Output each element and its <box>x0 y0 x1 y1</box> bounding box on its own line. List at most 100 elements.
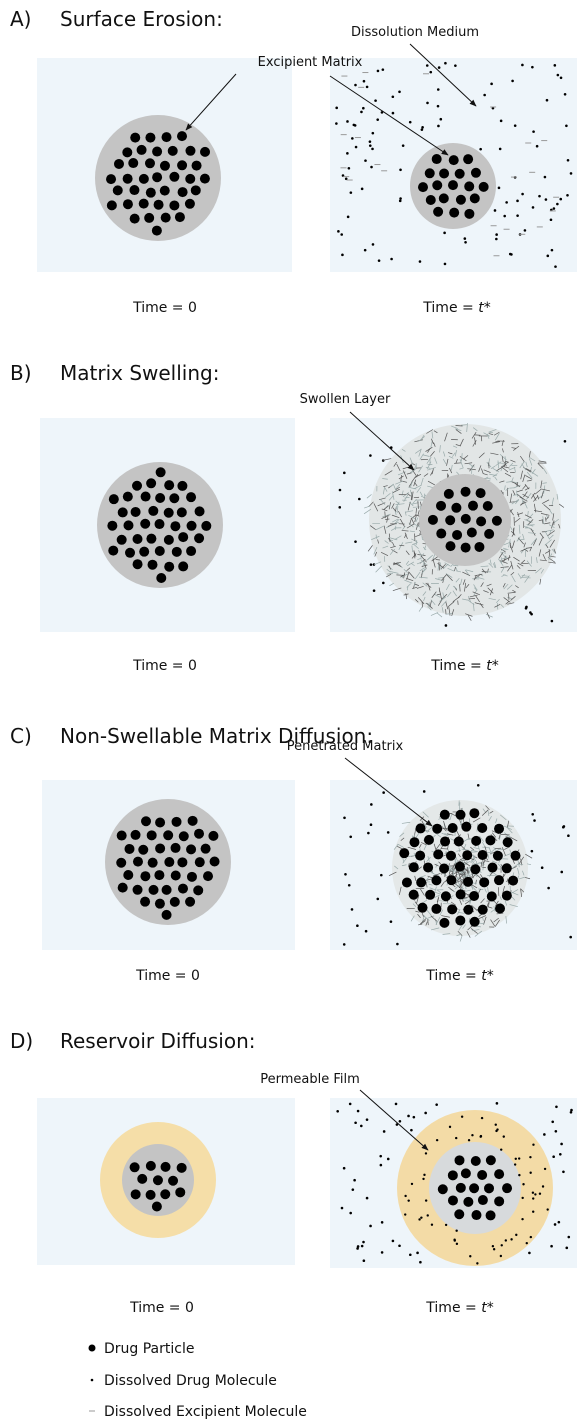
polymer-fiber <box>433 593 441 598</box>
polymer-fiber <box>399 544 405 547</box>
drug-particle <box>177 480 188 491</box>
drug-particle <box>455 889 466 900</box>
drug-particle <box>164 480 175 491</box>
callout-arrow <box>185 73 237 131</box>
polymer-fiber <box>493 847 497 852</box>
dissolved-drug <box>342 943 346 946</box>
callout-arrow <box>359 1089 429 1151</box>
dissolved-drug <box>396 942 399 946</box>
polymer-fiber <box>374 551 378 557</box>
polymer-fiber <box>427 467 436 471</box>
drug-particle <box>138 844 149 855</box>
polymer-fiber <box>425 921 428 926</box>
polymer-fiber <box>421 568 427 574</box>
dissolved-drug <box>533 819 536 822</box>
drug-particle <box>163 534 174 545</box>
polymer-fiber <box>461 424 468 426</box>
polymer-fiber <box>514 466 516 473</box>
polymer-fiber <box>440 881 445 887</box>
drug-particle <box>171 816 182 827</box>
dissolved-drug <box>553 1223 557 1226</box>
drug-particle <box>122 173 133 184</box>
drug-particle <box>508 875 519 886</box>
polymer-fiber <box>411 502 419 505</box>
drug-particle <box>437 1184 448 1195</box>
polymer-fiber <box>429 887 436 891</box>
polymer-fiber <box>382 478 388 480</box>
polymer-fiber <box>396 463 401 472</box>
polymer-fiber <box>418 606 423 612</box>
dissolved-drug <box>362 79 366 83</box>
drug-particle <box>170 842 181 853</box>
dissolved-drug <box>556 73 560 77</box>
dissolved-drug <box>410 1182 414 1186</box>
polymer-fiber <box>515 490 518 497</box>
dissolved-drug <box>372 589 376 592</box>
polymer-fiber <box>551 548 556 554</box>
polymer-fiber <box>418 465 424 473</box>
polymer-fiber <box>422 582 428 587</box>
dissolved-drug <box>360 110 363 114</box>
polymer-fiber <box>505 600 510 605</box>
polymer-fiber <box>511 477 514 482</box>
drug-particle <box>159 185 170 196</box>
polymer-fiber <box>529 451 531 458</box>
drug-particle <box>153 199 164 210</box>
dissolved-drug <box>444 1223 448 1227</box>
dissolved-drug <box>529 611 532 614</box>
polymer-fiber <box>455 444 461 447</box>
drug-particle <box>447 1170 458 1181</box>
polymer-fiber <box>549 539 555 548</box>
drug-particle <box>117 882 128 893</box>
drug-particle <box>177 131 188 142</box>
drug-particle <box>155 467 166 478</box>
drug-particle <box>203 871 214 882</box>
dissolved-drug <box>463 237 467 240</box>
time-label: Time = 0 <box>129 1300 194 1316</box>
drug-particle <box>408 862 419 873</box>
legend-drug-particle <box>88 1344 96 1352</box>
polymer-fiber <box>455 425 463 427</box>
polymer-fiber <box>501 556 508 560</box>
dissolved-drug <box>398 199 402 203</box>
polymer-fiber <box>471 885 478 893</box>
drug-particle <box>439 809 450 820</box>
drug-particle <box>477 823 488 834</box>
polymer-fiber <box>420 888 425 896</box>
dissolved-drug <box>540 866 544 870</box>
drug-particle <box>148 505 159 516</box>
polymer-fiber <box>547 530 555 537</box>
polymer-fiber <box>489 588 494 596</box>
dissolved-drug <box>352 123 356 127</box>
dissolved-drug <box>567 1235 571 1239</box>
polymer-fiber <box>460 578 463 586</box>
time-variable: t <box>486 658 492 674</box>
polymer-fiber <box>452 869 454 875</box>
polymer-fiber <box>441 573 448 581</box>
polymer-fiber <box>446 458 449 466</box>
legend-label: Drug Particle <box>104 1341 194 1357</box>
polymer-fiber <box>405 510 414 513</box>
polymer-fiber <box>545 516 550 521</box>
polymer-fiber <box>470 849 478 852</box>
dissolved-drug <box>420 128 424 131</box>
polymer-fiber <box>472 427 478 432</box>
polymer-fiber <box>467 615 472 621</box>
polymer-fiber <box>522 474 526 482</box>
dissolved-drug <box>408 120 412 124</box>
dissolved-drug <box>368 140 372 143</box>
dissolved-drug <box>369 454 372 457</box>
polymer-fiber <box>401 449 406 452</box>
polymer-fiber <box>487 458 491 467</box>
polymer-fiber <box>382 545 389 549</box>
polymer-fiber <box>457 594 462 599</box>
polymer-fiber <box>417 500 419 509</box>
polymer-fiber <box>520 574 526 579</box>
polymer-fiber <box>395 483 401 490</box>
dissolved-drug <box>569 935 573 939</box>
dissolved-drug <box>424 1111 427 1115</box>
polymer-fiber <box>407 846 417 850</box>
polymer-fiber <box>441 607 444 613</box>
polymer-fiber <box>479 573 484 577</box>
polymer-fiber <box>481 809 489 816</box>
